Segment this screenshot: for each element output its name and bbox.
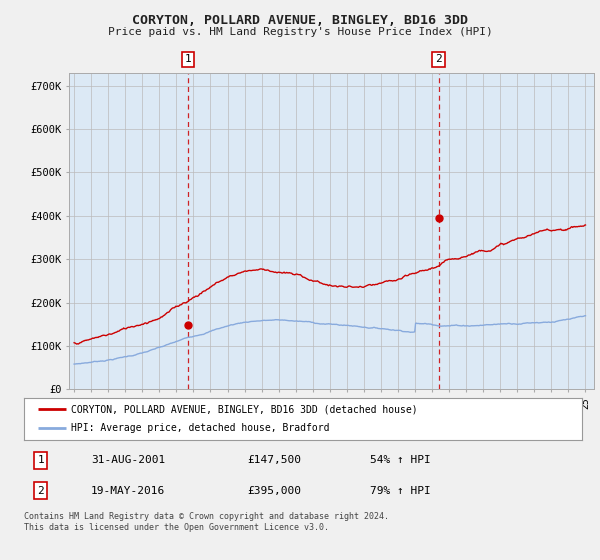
- Text: Price paid vs. HM Land Registry's House Price Index (HPI): Price paid vs. HM Land Registry's House …: [107, 27, 493, 38]
- Text: £395,000: £395,000: [247, 486, 301, 496]
- Text: 1: 1: [37, 455, 44, 465]
- Text: 2: 2: [37, 486, 44, 496]
- Text: Contains HM Land Registry data © Crown copyright and database right 2024.
This d: Contains HM Land Registry data © Crown c…: [24, 512, 389, 532]
- Text: CORYTON, POLLARD AVENUE, BINGLEY, BD16 3DD (detached house): CORYTON, POLLARD AVENUE, BINGLEY, BD16 3…: [71, 404, 418, 414]
- Text: 2: 2: [435, 54, 442, 64]
- Text: 1: 1: [184, 54, 191, 64]
- Text: CORYTON, POLLARD AVENUE, BINGLEY, BD16 3DD: CORYTON, POLLARD AVENUE, BINGLEY, BD16 3…: [132, 14, 468, 27]
- Text: £147,500: £147,500: [247, 455, 301, 465]
- Text: 19-MAY-2016: 19-MAY-2016: [91, 486, 165, 496]
- Text: HPI: Average price, detached house, Bradford: HPI: Average price, detached house, Brad…: [71, 423, 330, 433]
- Text: 54% ↑ HPI: 54% ↑ HPI: [370, 455, 431, 465]
- Text: 31-AUG-2001: 31-AUG-2001: [91, 455, 165, 465]
- Text: 79% ↑ HPI: 79% ↑ HPI: [370, 486, 431, 496]
